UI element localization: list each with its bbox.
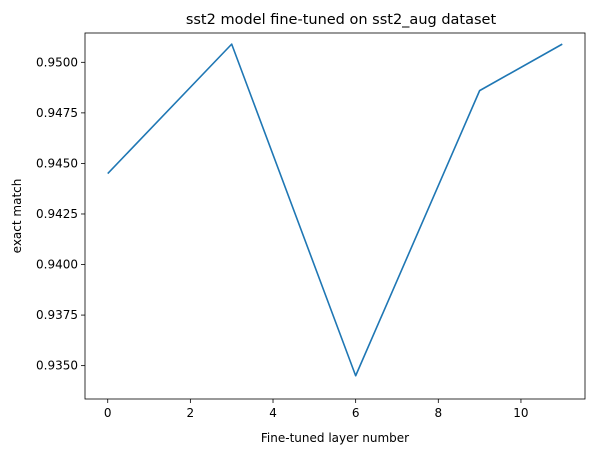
y-axis-label: exact match — [10, 179, 24, 254]
y-tick-label: 0.9425 — [36, 207, 78, 221]
y-tick-label: 0.9450 — [36, 156, 78, 170]
x-tick-label: 8 — [434, 406, 442, 420]
y-tick-label: 0.9500 — [36, 55, 78, 69]
y-tick-label: 0.9400 — [36, 258, 78, 272]
y-tick-label: 0.9475 — [36, 106, 78, 120]
y-tick-label: 0.9350 — [36, 359, 78, 373]
x-tick-label: 6 — [352, 406, 360, 420]
x-tick-label: 0 — [104, 406, 112, 420]
x-tick-label: 4 — [269, 406, 277, 420]
x-tick-label: 2 — [187, 406, 195, 420]
plot-area: 0 2 4 6 8 10 0.9350 0.9375 0.9400 0.9425 0.9450 0.9… — [36, 32, 586, 420]
x-tick-label: 10 — [513, 406, 528, 420]
x-axis-label: Fine-tuned layer number — [261, 431, 409, 445]
plot-frame — [84, 32, 586, 400]
y-tick-label: 0.9375 — [36, 308, 78, 322]
series-line — [107, 43, 563, 377]
chart-title: sst2 model fine-tuned on sst2_aug datase… — [186, 12, 497, 28]
